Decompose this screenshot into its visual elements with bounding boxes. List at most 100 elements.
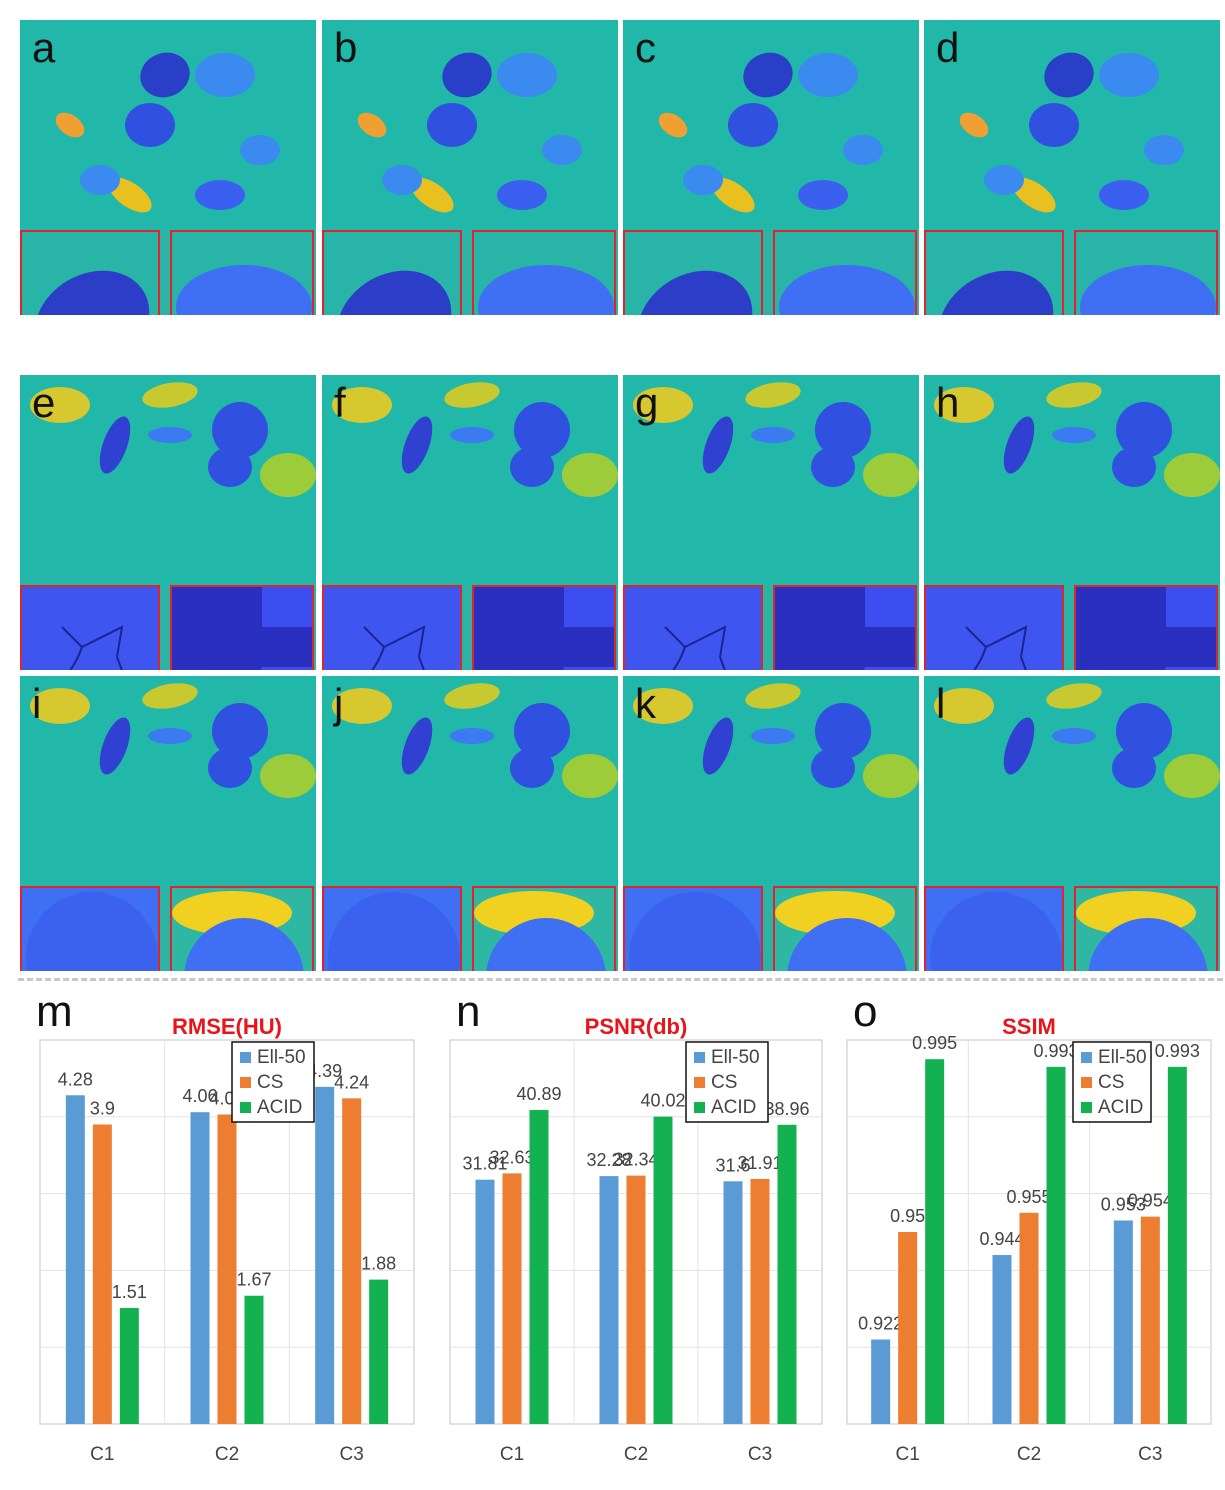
chart-svg: m RMSE(HU)4.283.91.51C14.064.031.67C24.39… (36, 987, 415, 1465)
data-label: 4.24 (334, 1072, 369, 1092)
legend-label: Ell-50 (257, 1047, 306, 1068)
panel-label: a (32, 24, 56, 71)
phantom-image (322, 375, 618, 585)
data-label: 0.995 (912, 1033, 957, 1053)
x-tick-label: C3 (340, 1444, 364, 1465)
section-divider (18, 978, 1223, 981)
legend-swatch (694, 1077, 705, 1088)
chart-o: o SSIM 0.922 0.95 0.995 C1 0.944 0.955 0.993 C2 0.… (845, 987, 1219, 1485)
zoom-inset-left: A BIRD! (924, 886, 1064, 971)
bar-cs (1019, 1212, 1039, 1424)
data-label: 0.922 (858, 1314, 903, 1334)
legend-swatch (1081, 1052, 1092, 1063)
panel-b: b (322, 20, 618, 315)
zoom-inset-right: CAN U SEE IT (170, 230, 314, 315)
phantom-image (623, 20, 919, 230)
zoom-inset-right (1074, 585, 1218, 670)
chart-letter: m (36, 990, 73, 1036)
chart-letter: o (853, 990, 877, 1036)
panel-k: A BIRD! k (623, 676, 919, 971)
bar-acid (653, 1116, 673, 1424)
bar-acid (529, 1109, 549, 1424)
zoom-inset-left: A BIRD! (623, 886, 763, 971)
zoom-inset-left (322, 585, 462, 670)
panel-j: j (322, 676, 618, 971)
bar-ell-50 (599, 1176, 619, 1424)
panel-label: f (334, 379, 346, 426)
legend-label: Ell-50 (711, 1047, 760, 1068)
data-label: 0.95 (890, 1206, 925, 1226)
panel-label: k (635, 680, 656, 727)
zoom-inset-left: A BIRD! (20, 886, 160, 971)
data-label: 1.88 (361, 1254, 396, 1274)
legend-label: ACID (257, 1097, 302, 1118)
panel-label: b (334, 24, 358, 71)
panel-i: A BIRD! i (20, 676, 316, 971)
data-label: 0.954 (1128, 1191, 1173, 1211)
bar-cs (217, 1114, 237, 1424)
data-label: 0.993 (1155, 1041, 1200, 1061)
phantom-image (322, 20, 618, 230)
zoom-inset-left (924, 585, 1064, 670)
bar-cs (626, 1175, 646, 1424)
panel-g: g (623, 375, 919, 670)
legend-swatch (1081, 1102, 1092, 1113)
zoom-inset-right (773, 886, 917, 971)
bar-ell-50 (65, 1095, 85, 1424)
zoom-inset-left (623, 585, 763, 670)
legend-label: CS (1098, 1072, 1124, 1093)
phantom-image (924, 676, 1220, 886)
bar-ell-50 (992, 1255, 1012, 1424)
chart-svg: o SSIM 0.922 0.95 0.995 C1 0.944 0.955 0.993 C2 0.… (846, 987, 1212, 1465)
chart-title: SSIM (1002, 1014, 1056, 1039)
zoom-inset-right: CAN U SEE IT (773, 230, 917, 315)
data-label: 32.63 (489, 1147, 534, 1167)
data-label: 40.02 (640, 1091, 685, 1111)
legend-label: Ell-50 (1098, 1047, 1147, 1068)
panel-label: e (32, 379, 56, 426)
legend-swatch (240, 1102, 251, 1113)
panel-c: CAN U SEE IT c (623, 20, 919, 315)
bar-ell-50 (190, 1112, 210, 1424)
panel-d: CAN U SEE IT d (924, 20, 1220, 315)
panel-label: g (635, 379, 659, 426)
chart-title: PSNR(db) (585, 1014, 688, 1039)
bar-ell-50 (315, 1086, 335, 1424)
bar-ell-50 (1113, 1220, 1133, 1424)
data-label: 0.955 (1006, 1187, 1051, 1207)
chart-letter: n (456, 990, 480, 1036)
chart-m: m RMSE(HU) 4.28 3.9 1.51 C1 4.06 4.03 1.67 C2 4.39… (18, 987, 422, 1485)
bar-cs (92, 1124, 112, 1424)
data-label: 4.39 (307, 1061, 342, 1081)
legend-label: ACID (711, 1097, 756, 1118)
phantom-image (924, 375, 1220, 585)
bar-acid (1046, 1066, 1066, 1424)
panel-label: l (936, 680, 946, 727)
bar-acid (777, 1124, 797, 1424)
data-label: 1.67 (236, 1270, 271, 1290)
x-tick-label: C1 (500, 1444, 524, 1465)
data-label: 31.81 (462, 1154, 507, 1174)
bar-ell-50 (475, 1179, 495, 1424)
x-tick-label: C1 (90, 1444, 114, 1465)
data-label: 32.28 (586, 1150, 631, 1170)
zoom-inset-right (773, 585, 917, 670)
phantom-image (322, 676, 618, 886)
chart-n: n PSNR(db) 31.81 32.63 40.89 C1 32.28 32.34 40.0… (448, 987, 830, 1485)
zoom-inset-left (20, 585, 160, 670)
bar-cs (1140, 1216, 1160, 1424)
data-label: 0.944 (979, 1229, 1024, 1249)
data-label: 32.34 (613, 1150, 658, 1170)
zoom-inset-right (170, 585, 314, 670)
phantom-image (623, 676, 919, 886)
x-tick-label: C2 (1017, 1444, 1041, 1465)
zoom-inset-right (472, 886, 616, 971)
x-tick-label: C2 (624, 1444, 648, 1465)
phantom-image (20, 676, 316, 886)
zoom-inset-left (322, 886, 462, 971)
legend-swatch (1081, 1077, 1092, 1088)
x-tick-label: C1 (896, 1444, 920, 1465)
legend-label: CS (257, 1072, 283, 1093)
panel-l: A BIRD! l (924, 676, 1220, 971)
